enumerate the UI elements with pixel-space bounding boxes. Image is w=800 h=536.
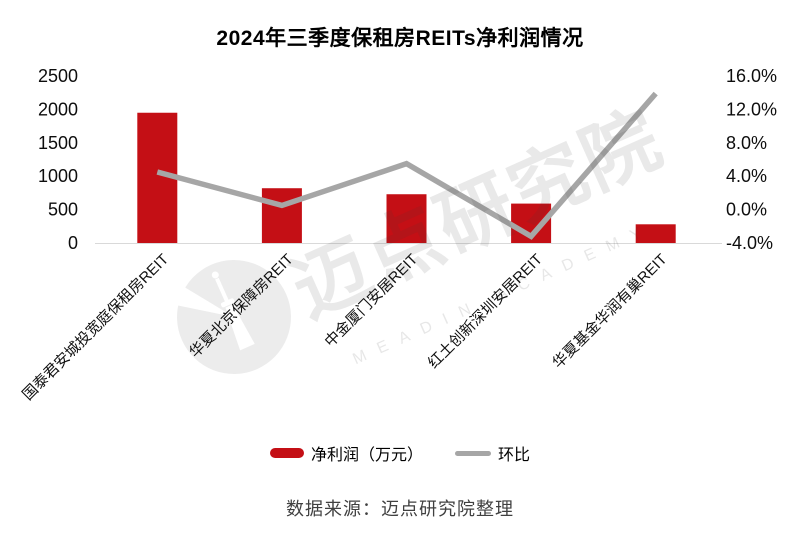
right-axis-tick: 0.0% bbox=[726, 200, 767, 220]
legend-label-mom: 环比 bbox=[498, 447, 531, 464]
category-label-0: 国泰君安城投宽庭保租房REIT bbox=[19, 251, 172, 404]
legend-item-net-profit: 净利润（万元） bbox=[269, 441, 423, 465]
left-axis-tick: 2000 bbox=[38, 99, 78, 119]
chart-title: 2024年三季度保租房REITs净利润情况 bbox=[216, 27, 584, 50]
right-axis-tick: -4.0% bbox=[726, 233, 773, 253]
source-note: 数据来源：迈点研究院整理 bbox=[286, 499, 514, 519]
line-series-swatch bbox=[455, 450, 491, 456]
line-layer bbox=[156, 91, 658, 240]
left-axis-tick: 1000 bbox=[38, 166, 78, 186]
left-axis-tick: 0 bbox=[68, 233, 78, 253]
legend-label-net-profit: 净利润（万元） bbox=[310, 447, 423, 464]
right-axis-tick: 4.0% bbox=[726, 166, 767, 186]
bar-4 bbox=[635, 224, 676, 243]
legend-item-mom: 环比 bbox=[455, 441, 530, 465]
bar-series-swatch bbox=[269, 448, 304, 458]
right-axis-tick: 8.0% bbox=[726, 133, 767, 153]
bars-layer bbox=[137, 112, 676, 244]
right-axis-tick: 12.0% bbox=[726, 99, 777, 119]
bar-1 bbox=[261, 188, 302, 243]
chart-legend: 净利润（万元） 环比 bbox=[0, 441, 800, 465]
bar-2 bbox=[386, 194, 427, 243]
combo-chart: 2500 2000 1500 1000 500 0 16.0% 12.0% 8.0% 4.0% 0.… bbox=[19, 66, 777, 404]
mom-line bbox=[156, 91, 658, 240]
tower-icon bbox=[211, 271, 255, 351]
right-axis-tick: 16.0% bbox=[726, 66, 777, 86]
left-axis-tick: 2500 bbox=[38, 66, 78, 86]
left-axis-tick: 1500 bbox=[38, 133, 78, 153]
watermark-logo-wedge bbox=[170, 281, 234, 317]
left-axis-tick: 500 bbox=[48, 200, 78, 220]
watermark-logo bbox=[170, 260, 291, 374]
